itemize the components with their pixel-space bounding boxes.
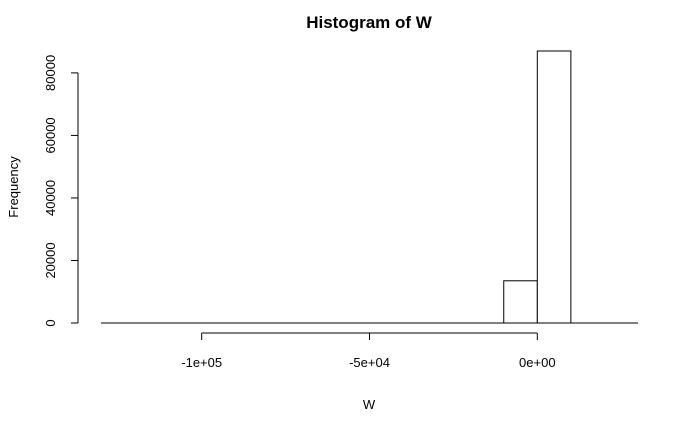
y-tick-label-0: 0 [43, 319, 58, 326]
x-tick-label-1: -5e+04 [349, 355, 390, 370]
x-axis-label: W [363, 397, 376, 412]
chart-title: Histogram of W [306, 13, 433, 32]
y-axis-label: Frequency [6, 156, 21, 218]
y-tick-label-1: 20000 [43, 242, 58, 278]
bars-group [503, 50, 572, 324]
histogram-bar-13 [536, 50, 572, 324]
x-axis: -1e+05 -5e+04 0e+00 [181, 332, 556, 370]
x-tick-label-2: 0e+00 [519, 355, 556, 370]
y-tick-label-2: 40000 [43, 180, 58, 216]
y-tick-label-4: 80000 [43, 55, 58, 91]
y-axis: 0 20000 40000 60000 80000 [43, 55, 79, 327]
y-tick-label-3: 60000 [43, 117, 58, 153]
histogram-bar-12 [503, 280, 538, 324]
x-tick-label-0: -1e+05 [181, 355, 222, 370]
